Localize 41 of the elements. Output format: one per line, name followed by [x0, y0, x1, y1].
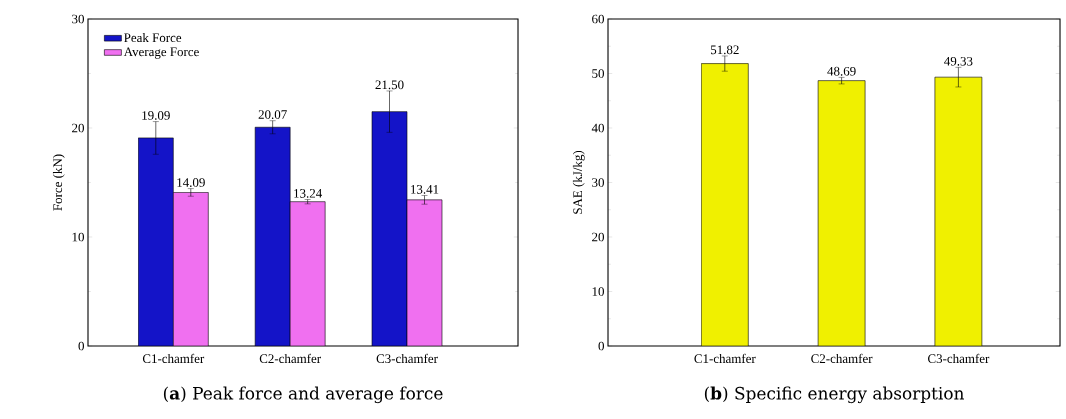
bar — [371, 111, 408, 346]
y-tick-label: 0 — [598, 341, 604, 351]
text: (a) Peak force and average force — [163, 386, 443, 404]
bar — [934, 76, 983, 346]
y-axis-title: Force (kN) — [52, 154, 65, 211]
x-tick-label: C1-chamfer — [694, 353, 756, 364]
text: (b) Specific energy absorption — [704, 386, 964, 404]
x-tick-label: C1-chamfer — [142, 353, 205, 364]
bar — [173, 192, 209, 346]
bar — [254, 126, 291, 346]
y-tick-label: 50 — [592, 69, 604, 78]
y-tick-label: 30 — [592, 178, 604, 187]
legend-label: Average Force — [123, 47, 199, 59]
data-label: 14.09 — [177, 178, 205, 187]
x-tick-label: C3-chamfer — [376, 353, 438, 364]
y-tick-label: 20 — [592, 232, 604, 242]
y-tick-label: 20 — [72, 123, 84, 133]
data-label: 20.07 — [258, 110, 287, 119]
bar — [289, 201, 326, 346]
data-label: 48.69 — [827, 66, 856, 76]
data-label: 13.24 — [294, 189, 323, 198]
y-axis-title: SAE (kJ/kg) — [572, 150, 585, 214]
y-tick-label: 60 — [592, 14, 604, 24]
y-tick-label: 40 — [591, 123, 604, 133]
x-tick-label: C2-chamfer — [811, 353, 873, 364]
y-tick-label: 10 — [592, 287, 604, 296]
data-label: 13.41 — [411, 185, 439, 194]
x-tick-label: C3-chamfer — [928, 353, 990, 364]
x-tick-label: C2-chamfer — [259, 353, 321, 364]
y-tick-label: 0 — [78, 341, 84, 351]
y-tick-label: 10 — [72, 232, 84, 242]
data-label: 19.09 — [142, 111, 170, 120]
legend-label: Peak Force — [124, 32, 182, 43]
data-label: 49.33 — [944, 56, 973, 66]
bar — [817, 80, 866, 346]
bar — [138, 137, 174, 346]
data-label: 21.50 — [375, 80, 404, 90]
data-label: 51.82 — [710, 45, 739, 55]
bar — [701, 63, 749, 346]
bar — [406, 199, 443, 346]
y-tick-label: 30 — [72, 14, 84, 24]
